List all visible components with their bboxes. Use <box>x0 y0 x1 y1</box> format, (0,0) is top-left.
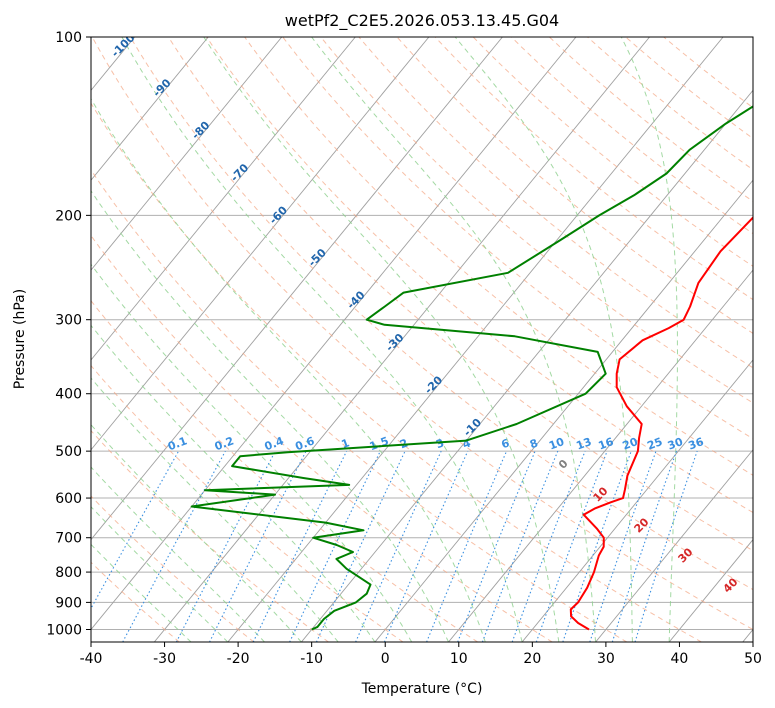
mixing-ratio-line <box>91 450 180 610</box>
isotherm-line <box>91 37 430 451</box>
y-tick-label: 1000 <box>46 623 82 639</box>
mixing-ratio-label: 0.2 <box>213 434 236 453</box>
dry-adiabat-line <box>510 37 753 235</box>
isotherm-line <box>91 37 283 271</box>
isotherm-line <box>91 37 209 181</box>
mixing-ratio-label: 1 <box>340 436 352 451</box>
mixing-ratio-label: 4 <box>461 436 473 451</box>
y-tick-label: 200 <box>55 208 82 224</box>
x-tick-label: 40 <box>671 651 689 667</box>
dry-adiabat-line <box>129 37 753 591</box>
x-tick-label: 0 <box>381 651 390 667</box>
moist-adiabat-line <box>203 37 560 642</box>
mixing-ratio-line <box>634 450 698 642</box>
x-tick-label: -10 <box>300 651 323 667</box>
mixing-ratio-line <box>355 450 442 642</box>
mixing-ratio-label: 36 <box>687 435 706 453</box>
isotherm-line <box>91 37 503 541</box>
y-tick-label: 800 <box>55 565 82 581</box>
moist-adiabat-line <box>620 37 679 642</box>
mixing-ratio-line <box>611 450 678 642</box>
x-tick-label: 10 <box>450 651 468 667</box>
temperature-profile-line <box>569 216 753 631</box>
isotherm-line <box>595 449 753 642</box>
dry-adiabat-line <box>91 495 255 642</box>
y-tick-label: 700 <box>55 531 82 547</box>
mixing-ratio-line <box>122 450 226 642</box>
y-axis-label: Pressure (hPa) <box>12 289 28 389</box>
axes: -40 -30 -20 -10 0 10 20 30 40 5010020030040050060… <box>46 30 762 667</box>
dry-adiabat-line <box>91 102 702 642</box>
moist-adiabat-line <box>121 37 523 642</box>
dry-adiabat-line <box>91 234 553 642</box>
mixing-ratio-label: 0.6 <box>294 434 317 453</box>
y-tick-label: 400 <box>55 387 82 403</box>
mixing-ratio-label: 20 <box>621 435 640 453</box>
mixing-ratio-line <box>426 450 508 642</box>
mixing-ratio-line <box>315 450 406 642</box>
y-tick-label: 900 <box>55 595 82 611</box>
isotherm-line <box>0 37 61 642</box>
mixing-ratio-label: 13 <box>574 435 593 452</box>
mixing-ratio-label: 0.4 <box>263 434 286 453</box>
mixing-ratio-label: 6 <box>500 436 512 451</box>
mixing-ratio-label: 25 <box>645 435 664 452</box>
moist-adiabat-line <box>91 263 413 642</box>
moist-adiabat-line <box>91 97 486 642</box>
x-axis-label: Temperature (°C) <box>361 681 483 697</box>
moist-adiabat-line <box>91 423 302 642</box>
dry-adiabat-line <box>434 37 753 301</box>
y-tick-label: 500 <box>55 444 82 460</box>
x-tick-label: -40 <box>80 651 103 667</box>
mixing-ratio-label: 16 <box>597 435 616 453</box>
moist-adiabat-line <box>91 189 449 642</box>
moist-adiabat-line <box>91 506 229 642</box>
dry-adiabat-line <box>549 37 753 203</box>
chart-title: wetPf2_C2E5.2026.053.13.45.G04 <box>285 11 559 31</box>
dry-adiabat-line <box>472 37 753 267</box>
isotherm-line <box>91 37 356 361</box>
mixing-ratio-line <box>562 450 632 642</box>
y-tick-label: 600 <box>55 491 82 507</box>
isotherm-line <box>153 37 650 642</box>
mixing-ratio-line <box>589 450 657 642</box>
plot-area: 0.1 0.2 0.4 0.6 1 1.5 2 3 4 6 8 10 13 16 20 25 30 36-100-… <box>0 37 753 642</box>
dry-adiabat-line <box>167 37 753 552</box>
dry-adiabat-line <box>91 300 478 642</box>
mixing-ratio-label: 0.1 <box>166 434 189 453</box>
mixing-ratio-line <box>289 450 381 642</box>
x-tick-label: -20 <box>227 651 250 667</box>
isotherm-line <box>668 538 753 642</box>
plot-frame <box>90 36 754 643</box>
moist-adiabat-line <box>91 543 192 642</box>
dewpoint-profile-line <box>190 105 753 631</box>
moist-adiabat-line <box>311 37 597 642</box>
y-tick-label: 300 <box>55 313 82 329</box>
x-tick-label: -30 <box>153 651 176 667</box>
dry-adiabat-line <box>206 37 753 514</box>
moist-adiabat-line <box>454 37 633 642</box>
mixing-ratio-label: 1.5 <box>368 434 391 453</box>
isotherm-line <box>374 179 753 642</box>
isotherm-line <box>227 37 724 642</box>
dry-adiabat-line <box>282 37 753 440</box>
isotherm-line <box>448 269 753 642</box>
moist-adiabat-line <box>91 466 265 642</box>
x-tick-label: 20 <box>523 651 541 667</box>
plot-content: 0.1 0.2 0.4 0.6 1 1.5 2 3 4 6 8 10 13 16 20 25 30 36-100-… <box>0 37 753 642</box>
mixing-ratio-label: 8 <box>528 436 540 451</box>
mixing-ratio-label: 10 <box>547 435 566 453</box>
y-tick-label: 100 <box>55 30 82 46</box>
x-tick-label: 50 <box>744 651 762 667</box>
x-tick-label: 30 <box>597 651 615 667</box>
mixing-ratio-label: 3 <box>434 436 446 451</box>
dry-adiabat-line <box>244 37 753 476</box>
moist-adiabat-line <box>91 377 339 642</box>
mixing-ratio-label: 30 <box>666 435 685 453</box>
isotherm-line <box>91 37 577 631</box>
